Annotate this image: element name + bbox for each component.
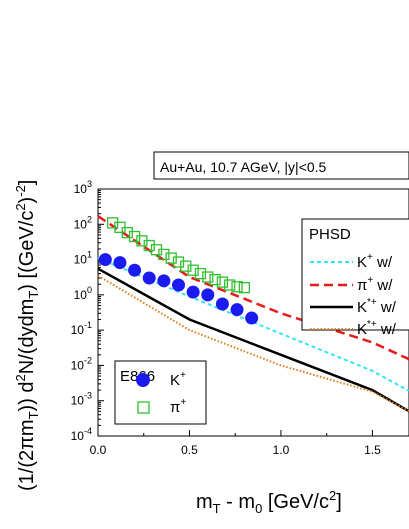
data-point-kplus [142,271,156,285]
y-tick-label: 103 [74,179,92,196]
x-tick-label: 1.5 [364,443,381,457]
data-point-piplus [165,252,177,264]
data-point-piplus [202,271,214,283]
tick-labels: 0.0 0.5 1.0 1.5 10-4 10-3 10-2 10-1 100 101 102 103 [71,179,381,457]
series-markers [98,217,259,325]
data-point-kplus [215,297,229,311]
y-tick-label: 10-1 [71,320,92,337]
data-point-piplus [143,239,155,252]
data-point-piplus [194,267,207,280]
legend-e866: E866 K+ π+ [114,360,207,425]
legend-marker-kplus [136,373,150,387]
series-line [97,274,409,413]
data-point-kplus [245,311,259,325]
data-point-kplus [171,278,185,292]
data-point-piplus [158,248,170,261]
data-point-piplus [187,264,199,276]
axis-ticks [97,188,373,437]
data-point-piplus [231,281,243,293]
data-point-piplus [180,260,192,272]
legend-label-piplus: π+ w/ [357,275,393,294]
data-point-piplus [128,230,141,243]
legend-phsd: PHSD K+ w/ π+ w/ K*+ w/ K*+ w/ [301,218,409,338]
x-axis-title-text: mT - m0 [GeV/c2] [196,488,342,516]
legend-marker-piplus [137,401,150,414]
data-point-piplus [216,276,229,288]
x-axis-title: mT - m0 [GeV/c2] [196,488,342,516]
data-point-piplus [238,282,251,294]
title-box: Au+Au, 10.7 AGeV, |y|<0.5 [153,151,409,180]
data-point-kplus [201,288,215,302]
data-point-piplus [224,279,236,291]
y-axis-title: (1/(2πmT)) d2N/(dydmT) [(GeV/c2)-2] [13,180,41,491]
data-point-kplus [113,256,127,270]
x-tick-label: 1.0 [273,443,290,457]
data-point-kplus [128,263,142,277]
legend-label-kstar-2: K*+ w/ [357,319,397,338]
y-tick-label: 10-4 [71,426,92,443]
data-point-kplus [230,303,244,317]
chart-title: Au+Au, 10.7 AGeV, |y|<0.5 [160,159,327,175]
y-tick-label: 10-3 [71,391,92,408]
y-tick-label: 100 [74,285,92,302]
y-tick-label: 10-2 [71,355,92,372]
y-tick-label: 101 [74,250,92,267]
legend-phsd-title: PHSD [309,226,351,243]
y-tick-label: 102 [74,214,92,231]
data-point-piplus [172,256,185,268]
data-point-kplus [186,285,200,299]
x-tick-label: 0.5 [181,443,198,457]
data-point-kplus [157,274,171,288]
legend-label-kplus: K+ w/ [357,252,393,271]
y-axis-title-text: (1/(2πmT)) d2N/(dydmT) [(GeV/c2)-2] [13,180,41,491]
legend-label-kstar-1: K*+ w/ [357,297,397,316]
data-point-kplus [98,253,112,267]
x-tick-label: 0.0 [90,443,107,457]
data-point-piplus [121,226,133,239]
data-point-piplus [209,273,221,286]
plot-area [97,188,409,437]
